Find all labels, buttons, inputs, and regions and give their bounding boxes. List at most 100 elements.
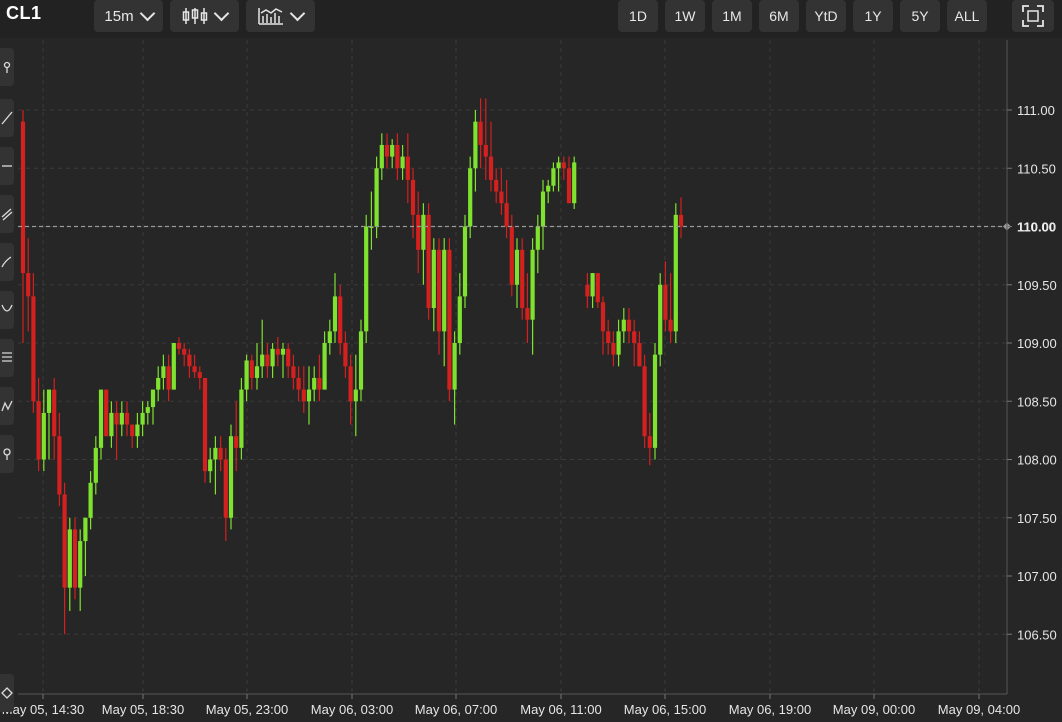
candle xyxy=(301,366,306,413)
candle xyxy=(374,156,379,239)
candle xyxy=(390,139,395,169)
candle xyxy=(436,238,442,355)
candle xyxy=(384,133,390,169)
x-tick-label: May 06, 11:00 xyxy=(520,702,601,717)
candle-body xyxy=(621,319,626,332)
candle-body xyxy=(93,447,98,483)
candle-body xyxy=(192,366,197,373)
candle xyxy=(426,203,431,320)
candle xyxy=(228,424,234,530)
candle-body xyxy=(462,226,468,297)
candle xyxy=(678,197,684,239)
candle-body xyxy=(31,296,36,402)
trendline-tool-button[interactable] xyxy=(0,99,14,137)
candle-body xyxy=(585,284,590,297)
pattern-icon xyxy=(1,400,13,412)
chart-type-dropdown[interactable] xyxy=(170,0,239,32)
candle-body xyxy=(606,331,611,343)
candle xyxy=(130,424,135,448)
candle xyxy=(632,319,637,367)
candle-body xyxy=(358,331,364,390)
brush-tool-button[interactable] xyxy=(0,243,14,281)
candle xyxy=(317,354,322,402)
candle xyxy=(431,238,436,332)
candle-body xyxy=(525,308,530,320)
curve-tool-button[interactable] xyxy=(0,291,14,329)
fib-retracement-tool-button[interactable] xyxy=(0,339,14,377)
range-1y-button[interactable]: 1Y xyxy=(853,0,893,32)
candle xyxy=(514,238,520,309)
symbol-label[interactable]: CL1 xyxy=(6,3,42,23)
range-all-button[interactable]: ALL xyxy=(947,0,987,32)
y-tick-label: 110.50 xyxy=(1017,161,1056,176)
x-tick-label: May 06, 19:00 xyxy=(729,702,811,717)
candle xyxy=(88,471,93,530)
candle-body xyxy=(632,331,637,343)
candle-body xyxy=(658,284,663,355)
candle xyxy=(566,156,572,204)
candle xyxy=(312,366,317,402)
candle-body xyxy=(46,389,52,413)
y-tick-label: 107.00 xyxy=(1017,569,1057,584)
settings-tool-button[interactable] xyxy=(0,674,14,712)
pin-tool-button[interactable] xyxy=(0,48,14,86)
candle xyxy=(166,354,171,402)
range-ytd-button[interactable]: YtD xyxy=(806,0,846,32)
candle xyxy=(520,238,525,320)
candle-body xyxy=(384,144,390,157)
candle xyxy=(499,168,504,215)
candle xyxy=(187,348,192,378)
candle-body xyxy=(369,226,374,228)
range-1m-button[interactable]: 1M xyxy=(712,0,752,32)
channel-tool-button[interactable] xyxy=(0,195,14,233)
candle xyxy=(663,261,668,332)
candle-body xyxy=(239,389,244,448)
y-tick-label: 108.00 xyxy=(1017,453,1057,468)
indicators-dropdown[interactable] xyxy=(246,0,315,32)
candle-body xyxy=(109,412,114,437)
candle-body xyxy=(421,214,426,250)
candle xyxy=(442,238,447,367)
x-tick-label: May 09, 00:00 xyxy=(833,702,915,717)
x-axis[interactable]: May 05, 14:30 May 05, 18:30 May 05, 23:00 M… xyxy=(2,694,1020,717)
candle-body xyxy=(234,436,239,448)
candle xyxy=(652,343,658,460)
y-tick-label: 110.00 xyxy=(1017,220,1056,235)
candle xyxy=(606,319,611,355)
horizontal-line-tool-button[interactable] xyxy=(0,147,14,185)
candle xyxy=(535,214,540,274)
range-6m-button[interactable]: 6M xyxy=(759,0,799,32)
candle xyxy=(504,179,509,239)
pattern-tool-button[interactable] xyxy=(0,387,14,425)
interval-dropdown[interactable]: 15m xyxy=(94,0,163,32)
candle-body xyxy=(616,331,621,355)
candle-body xyxy=(504,203,509,227)
candle xyxy=(265,343,270,378)
candle xyxy=(67,517,72,611)
y-tick-label: 109.00 xyxy=(1017,336,1057,351)
candle xyxy=(202,377,208,483)
candle xyxy=(286,343,291,378)
candle xyxy=(395,133,400,180)
candle xyxy=(332,273,338,343)
range-1d-button[interactable]: 1D xyxy=(618,0,658,32)
range-5y-button[interactable]: 5Y xyxy=(900,0,940,32)
candle-body xyxy=(442,249,447,332)
candle-body xyxy=(535,226,540,250)
range-1w-button[interactable]: 1W xyxy=(665,0,705,32)
candle xyxy=(145,401,150,425)
candle-body xyxy=(67,529,72,588)
y-axis[interactable]: 106.50 107.00 107.50 108.00 108.50 109.00 109.… xyxy=(1007,103,1057,642)
measure-tool-button[interactable] xyxy=(0,435,14,473)
fullscreen-icon xyxy=(1022,5,1044,27)
fullscreen-button[interactable] xyxy=(1012,0,1054,32)
candle-body xyxy=(332,296,338,332)
x-tick-label: May 06, 03:00 xyxy=(311,702,393,717)
candle xyxy=(26,238,31,332)
y-tick-label: 107.50 xyxy=(1017,511,1057,526)
candle xyxy=(621,308,626,343)
x-tick-label: May 06, 15:00 xyxy=(624,702,706,717)
candle xyxy=(114,401,119,460)
candle xyxy=(244,354,249,402)
